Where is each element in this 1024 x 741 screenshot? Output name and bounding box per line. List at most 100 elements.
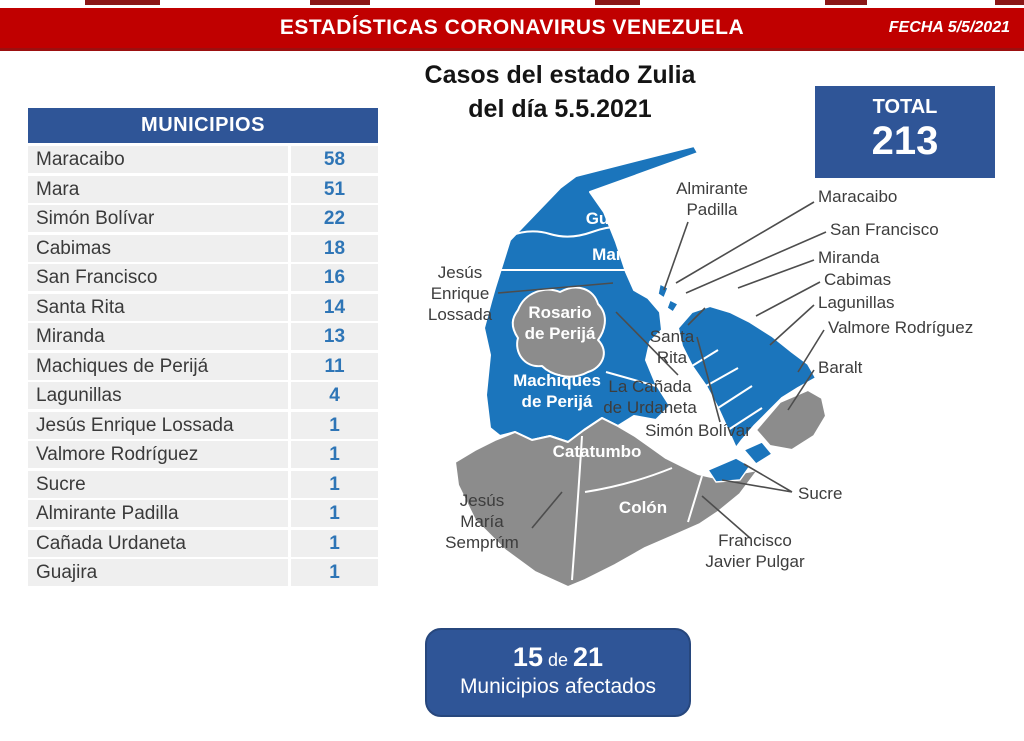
municipio-name: Valmore Rodríguez	[28, 441, 288, 468]
top-edge-dash	[85, 0, 160, 5]
map-borders-east-municipios	[691, 349, 763, 431]
table-row: Jesús Enrique Lossada 1	[28, 411, 378, 439]
map-region-south-not-affected	[454, 417, 759, 588]
affected-count: 15	[512, 642, 543, 672]
municipio-name: Maracaibo	[28, 146, 288, 173]
affected-summary-box: 15 de 21 Municipios afectados	[425, 628, 691, 717]
table-header: MUNICIPIOS	[28, 108, 378, 143]
municipio-name: Jesús Enrique Lossada	[28, 411, 288, 439]
total-value: 213	[871, 119, 939, 163]
municipio-name: Almirante Padilla	[28, 500, 288, 527]
map-label-jesus-enrique-lossada: Jesús Enrique Lossada	[427, 263, 493, 324]
top-edge-dash	[995, 0, 1024, 5]
municipio-cases: 13	[291, 323, 378, 350]
table-row: Machiques de Perijá 11	[28, 352, 378, 380]
municipio-cases: 16	[291, 264, 378, 291]
municipio-name: Lagunillas	[28, 382, 288, 409]
municipio-cases: 4	[291, 382, 378, 409]
banner-date: FECHA 5/5/2021	[888, 19, 1010, 36]
table-row: Guajira 1	[28, 559, 378, 586]
municipio-cases: 1	[291, 441, 378, 468]
affected-connector: de	[547, 650, 569, 670]
map-label-machiques: Machiques de Perijá	[513, 371, 601, 411]
municipio-name: Sucre	[28, 470, 288, 498]
map-label-rosario: Rosario de Perijá	[524, 303, 596, 343]
municipio-name: Santa Rita	[28, 293, 288, 321]
map-label-sucre: Sucre	[798, 484, 843, 503]
map-label-guajira: Guajira	[585, 209, 645, 228]
map-region-rosario-de-perija	[511, 286, 606, 378]
municipios-table: MUNICIPIOS Maracaibo 58 Mara 51 Simón Bolí…	[28, 108, 378, 589]
municipio-cases: 1	[291, 411, 378, 439]
municipio-name: Cabimas	[28, 234, 288, 262]
table-row: Simón Bolívar 22	[28, 205, 378, 232]
municipio-name: Guajira	[28, 559, 288, 586]
map-border-guajira-mara	[509, 225, 633, 238]
table-row: Maracaibo 58	[28, 146, 378, 173]
map-border-lossada-canada	[605, 371, 657, 387]
municipio-cases: 1	[291, 559, 378, 586]
municipio-cases: 51	[291, 175, 378, 203]
map-region-east-coast-affected	[677, 305, 817, 449]
map-label-jesus-maria-semprum: Jesús María Semprúm	[445, 491, 519, 552]
top-edge-dash	[310, 0, 370, 5]
municipio-cases: 1	[291, 470, 378, 498]
municipio-cases: 1	[291, 500, 378, 527]
municipio-cases: 1	[291, 529, 378, 557]
total-box: TOTAL 213	[815, 86, 995, 178]
map-label-lagunillas: Lagunillas	[818, 293, 895, 312]
municipio-name: Miranda	[28, 323, 288, 350]
map-leader-lines	[497, 201, 827, 539]
municipio-name: Mara	[28, 175, 288, 203]
table-row: Santa Rita 14	[28, 293, 378, 321]
municipio-cases: 14	[291, 293, 378, 321]
map-label-almirante-padilla: Almirante Padilla	[676, 179, 748, 219]
table-row: Cabimas 18	[28, 234, 378, 262]
page-title-line2: del día 5.5.2021	[468, 95, 652, 123]
top-edge-dash	[825, 0, 867, 5]
municipio-cases: 18	[291, 234, 378, 262]
page-title: Casos del estado Zulia del día 5.5.2021	[390, 58, 730, 126]
table-row: Almirante Padilla 1	[28, 500, 378, 527]
affected-total: 21	[573, 642, 604, 672]
affected-caption: Municipios afectados	[459, 675, 657, 698]
table-row: San Francisco 16	[28, 264, 378, 291]
municipio-name: Cañada Urdaneta	[28, 529, 288, 557]
zulia-map: Guajira Mara Rosario de Perijá Machiques d…	[420, 140, 1024, 620]
banner-title: ESTADÍSTICAS CORONAVIRUS VENEZUELA	[279, 16, 745, 39]
map-borders-south-municipios	[571, 435, 703, 581]
table-row: Valmore Rodríguez 1	[28, 441, 378, 468]
table-row: Mara 51	[28, 175, 378, 203]
map-label-miranda: Miranda	[818, 248, 880, 267]
municipio-name: San Francisco	[28, 264, 288, 291]
map-label-valmore-rodriguez: Valmore Rodríguez	[828, 318, 974, 337]
municipio-cases: 58	[291, 146, 378, 173]
municipio-name: Machiques de Perijá	[28, 352, 288, 380]
map-label-cabimas: Cabimas	[824, 270, 892, 289]
table-row: Cañada Urdaneta 1	[28, 529, 378, 557]
map-label-mara: Mara	[592, 245, 632, 264]
top-edge-dash	[595, 0, 640, 5]
map-label-santa-rita: Santa Rita	[649, 327, 695, 367]
affected-count-line: 15 de 21	[427, 642, 689, 673]
map-label-san-francisco: San Francisco	[830, 220, 939, 239]
map-label-francisco-javier-pulgar: Francisco Javier Pulgar	[705, 531, 805, 571]
table-row: Lagunillas 4	[28, 382, 378, 409]
header-banner: ESTADÍSTICAS CORONAVIRUS VENEZUELA FECHA…	[0, 8, 1024, 51]
page-title-line1: Casos del estado Zulia	[424, 61, 696, 89]
table-row: Miranda 13	[28, 323, 378, 350]
map-label-colon: Colón	[618, 498, 668, 517]
total-label: TOTAL	[872, 96, 938, 118]
map-label-la-canada-de-urdaneta: La Cañada de Urdaneta	[603, 377, 697, 417]
map-label-baralt: Baralt	[818, 358, 863, 377]
zulia-map-svg	[454, 145, 827, 588]
map-region-sucre	[707, 441, 773, 483]
map-label-catatumbo: Catatumbo	[552, 442, 642, 461]
map-label-maracaibo: Maracaibo	[818, 187, 898, 206]
municipio-name: Simón Bolívar	[28, 205, 288, 232]
map-region-baralt	[755, 389, 827, 451]
map-label-simon-bolivar: Simón Bolívar	[645, 421, 751, 440]
municipio-cases: 11	[291, 352, 378, 380]
table-row: Sucre 1	[28, 470, 378, 498]
